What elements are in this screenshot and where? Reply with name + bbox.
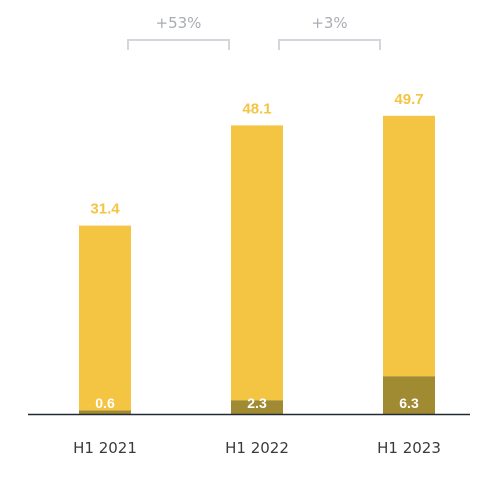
bar-segment-bottom-3: [383, 376, 435, 414]
growth-bracket-1: [127, 39, 230, 50]
segment-value-label-2: 2.3: [247, 395, 267, 411]
x-tick-label-2: H1 2022: [225, 439, 289, 457]
total-value-label-2: 48.1: [242, 100, 271, 117]
x-axis: H1 2021 H1 2022 H1 2023: [28, 413, 470, 457]
bar-segment-top-3: [383, 115, 435, 377]
segment-value-label-3: 6.3: [399, 395, 419, 411]
bar-segment-top-2: [231, 125, 283, 401]
bar-segment-bottom-1: [79, 410, 131, 414]
bar-segment-bottom-2: [231, 400, 283, 414]
x-tick-label-1: H1 2021: [73, 439, 137, 457]
growth-annotations: +53% +3%: [127, 14, 381, 50]
segment-value-label-1: 0.6: [95, 395, 115, 411]
bars: [79, 115, 435, 414]
total-value-label-1: 31.4: [90, 201, 120, 218]
data-labels: 31.4 0.6 48.1 2.3 49.7 6.3: [90, 91, 423, 411]
growth-label-1: +53%: [156, 14, 202, 32]
total-value-label-3: 49.7: [394, 91, 423, 108]
x-tick-label-3: H1 2023: [377, 439, 441, 457]
growth-bracket-2: [278, 39, 381, 50]
bar-segment-top-1: [79, 225, 131, 411]
growth-label-2: +3%: [311, 14, 347, 32]
